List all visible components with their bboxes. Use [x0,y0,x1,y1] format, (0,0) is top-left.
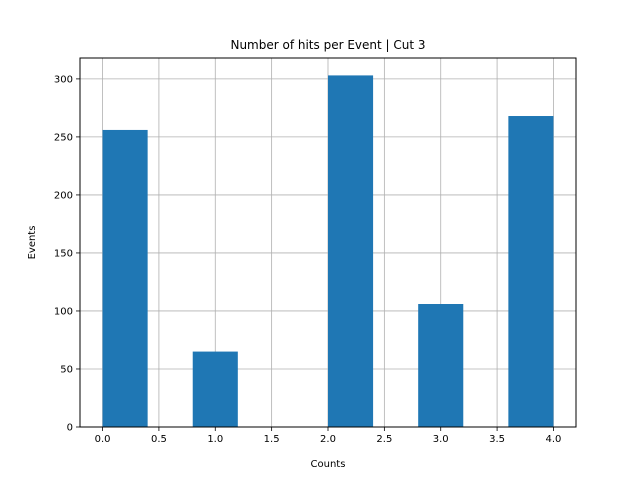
histogram-bar [102,129,148,427]
y-axis-ticks: 0 50 100 150 200 250 300 [54,74,80,434]
x-tick-label: 2.5 [376,434,392,445]
histogram-bar [192,351,238,427]
x-tick-label: 1.0 [207,434,223,445]
y-tick-label: 150 [54,248,73,259]
y-tick-label: 300 [54,74,73,85]
x-tick-label: 4.0 [546,434,562,445]
x-tick-label: 3.5 [489,434,505,445]
y-tick-label: 0 [67,423,73,434]
x-axis-ticks: 0.0 0.5 1.0 1.5 2.0 2.5 3.0 3.5 4.0 [95,427,562,445]
histogram-bar [418,304,464,427]
y-tick-label: 100 [54,306,73,317]
y-tick-label: 250 [54,132,73,143]
x-axis-label: Counts [311,459,346,470]
x-tick-label: 3.0 [433,434,449,445]
x-tick-label: 0.0 [95,434,111,445]
plot-frame [79,57,577,428]
chart-title: Number of hits per Event | Cut 3 [230,38,425,52]
histogram-bar [328,75,374,427]
x-tick-label: 0.5 [151,434,167,445]
histogram-bar [508,116,554,428]
x-tick-label: 1.5 [264,434,280,445]
y-tick-label: 50 [60,364,73,375]
bars [102,75,554,428]
y-axis-label: Events [27,226,38,260]
x-tick-label: 2.0 [320,434,336,445]
y-tick-label: 200 [54,190,73,201]
